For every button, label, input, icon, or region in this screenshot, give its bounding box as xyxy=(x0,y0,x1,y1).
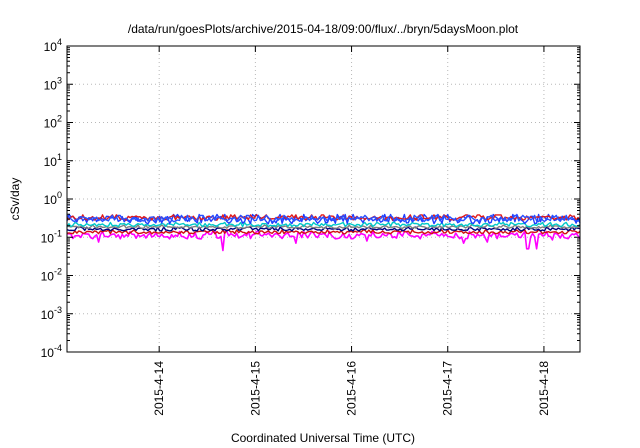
y-tick-label: 10-4 xyxy=(41,343,62,360)
x-tick-label: 2015-4-15 xyxy=(248,361,262,416)
series-layer xyxy=(66,213,581,252)
series-line xyxy=(66,214,581,221)
series-line xyxy=(66,230,581,252)
x-tick-label: 2015-4-16 xyxy=(345,361,359,416)
chart-title: /data/run/goesPlots/archive/2015-04-18/0… xyxy=(128,22,519,36)
series-line xyxy=(66,221,581,228)
series-line xyxy=(66,226,581,232)
y-tick-label: 103 xyxy=(44,75,62,92)
axis-layer: 10-4 10-3 10-2 10-1 100 101 102 103 104 2015-4-14… xyxy=(41,37,580,416)
series-line xyxy=(66,214,581,223)
y-axis-label: cSv/day xyxy=(8,178,22,221)
x-axis-label: Coordinated Universal Time (UTC) xyxy=(231,431,415,445)
y-tick-label: 10-3 xyxy=(41,305,62,322)
y-tick-label: 100 xyxy=(44,190,62,207)
x-tick-label: 2015-4-18 xyxy=(537,361,551,416)
y-tick-label: 104 xyxy=(44,37,62,54)
y-tick-label: 101 xyxy=(44,152,62,169)
y-tick-label: 10-2 xyxy=(41,267,62,284)
grid-layer xyxy=(67,46,580,352)
series-line xyxy=(67,224,581,230)
x-tick-label: 2015-4-17 xyxy=(441,361,455,416)
x-tick-label: 2015-4-14 xyxy=(152,361,166,416)
y-tick-label: 10-1 xyxy=(41,228,62,245)
series-line xyxy=(66,229,581,235)
y-tick-label: 102 xyxy=(44,114,62,131)
